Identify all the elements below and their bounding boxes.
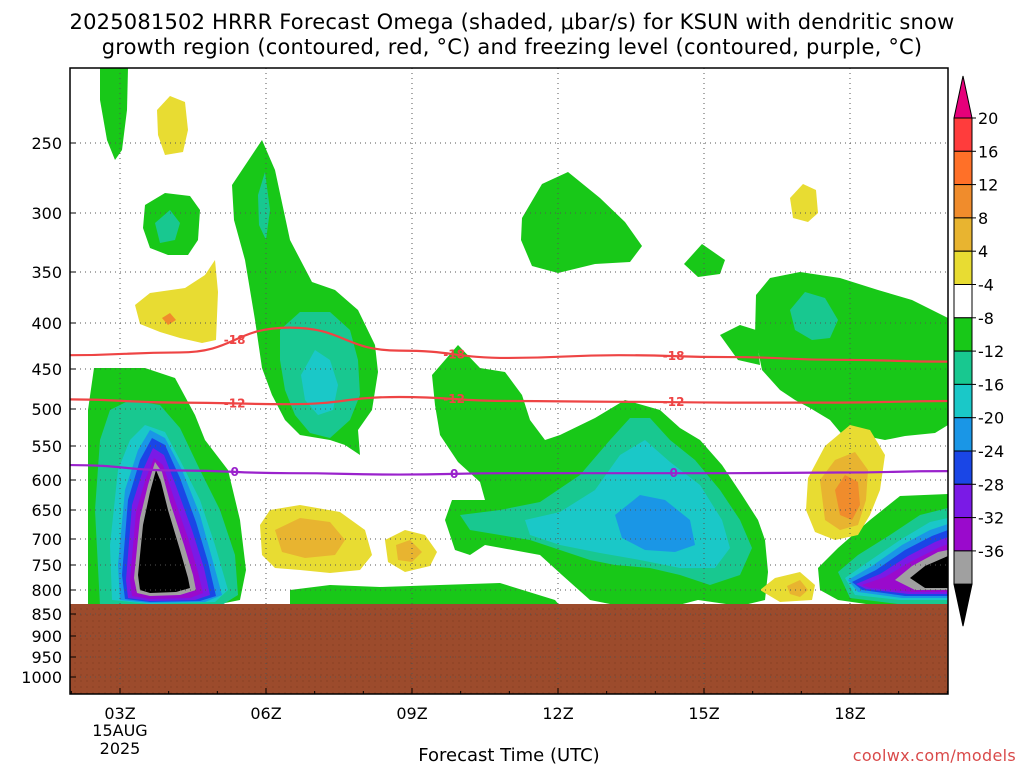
colorbar-label: -24 — [978, 442, 1004, 461]
chart-title-line2: growth region (contoured, red, °C) and f… — [101, 35, 923, 59]
colorbar-swatch — [953, 217, 973, 252]
black-a — [138, 470, 190, 593]
contour-label: -12 — [443, 392, 465, 406]
y-tick-label: 950 — [31, 648, 62, 667]
y-tick-label: 350 — [31, 263, 62, 282]
contour-lines: -18 -18 -18 -12 -12 -12 0 0 0 — [70, 326, 948, 481]
terrain-below-ground — [70, 604, 948, 694]
orange-e — [835, 475, 860, 520]
teal-b — [258, 172, 270, 240]
colorbar-swatch — [953, 483, 973, 519]
blue-a — [615, 495, 695, 552]
y-tick-label: 700 — [31, 530, 62, 549]
omega-black-regions — [138, 470, 948, 593]
yellow-b — [135, 260, 218, 343]
x-axis-label: Forecast Time (UTC) — [418, 745, 600, 766]
x-tick-label: 06Z — [250, 704, 281, 723]
colorbar-swatch — [953, 550, 973, 585]
y-tick-label: 250 — [31, 134, 62, 153]
blob-i — [755, 272, 948, 440]
x-tick-label: 03Z — [104, 704, 135, 723]
contour-label: -18 — [443, 347, 465, 361]
y-tick-label: 1000 — [21, 668, 62, 687]
colorbar-label: -8 — [978, 309, 994, 328]
colorbar-swatch — [953, 284, 973, 319]
yellow-c — [790, 184, 818, 222]
colorbar-swatch — [953, 350, 973, 385]
x-tick-label: 18Z — [834, 704, 865, 723]
teal-a — [155, 210, 180, 243]
y-tick-label: 750 — [31, 556, 62, 575]
colorbar-label: -32 — [978, 509, 1004, 528]
contour-label: 0 — [450, 467, 458, 481]
colorbar-label: -36 — [978, 542, 1004, 561]
colorbar: 20 16 12 8 4 -4 -8 -12 -16 -20 -24 -28 -32 -36 — [953, 75, 1004, 627]
cyan-a — [301, 350, 338, 415]
blob-f — [521, 172, 642, 273]
site-credit: coolwx.com/models — [852, 746, 1016, 765]
x-tick-date: 15AUG — [92, 721, 147, 740]
colorbar-label: 8 — [978, 209, 988, 228]
colorbar-label: 4 — [978, 242, 988, 261]
contour-label: -12 — [224, 396, 246, 410]
contour-label: -12 — [663, 395, 685, 409]
colorbar-label: -12 — [978, 342, 1004, 361]
y-tick-label: 550 — [31, 437, 62, 456]
colorbar-swatch — [953, 250, 973, 285]
colorbar-label: 20 — [978, 109, 998, 128]
x-tick-year: 2025 — [100, 739, 141, 758]
orange-b — [396, 540, 422, 562]
contour-label: -18 — [663, 349, 685, 363]
orange-f — [162, 313, 176, 325]
blob-j — [290, 583, 560, 606]
colorbar-label: 16 — [978, 142, 998, 161]
x-tick-label: 12Z — [542, 704, 573, 723]
colorbar-label: -28 — [978, 475, 1004, 494]
orange-a — [275, 518, 345, 558]
contour-label: 0 — [669, 466, 677, 480]
colorbar-bottom-arrow — [953, 583, 973, 627]
colorbar-swatch — [953, 150, 973, 186]
colorbar-swatch — [953, 383, 973, 419]
colorbar-swatch — [953, 450, 973, 485]
chart-title-line1: 2025081502 HRRR Forecast Omega (shaded, … — [69, 10, 955, 34]
contour-line — [70, 326, 948, 363]
colorbar-label: 12 — [978, 176, 998, 195]
colorbar-swatch — [953, 417, 973, 452]
blob-a — [100, 68, 128, 160]
y-tick-label: 800 — [31, 581, 62, 600]
contour-label: 0 — [230, 465, 238, 479]
colorbar-label: -20 — [978, 409, 1004, 428]
y-tick-label: 400 — [31, 314, 62, 333]
colorbar-top-arrow — [953, 75, 973, 119]
y-tick-label: 300 — [31, 204, 62, 223]
blob-g — [684, 244, 725, 277]
y-tick-label: 500 — [31, 400, 62, 419]
y-tick-label: 450 — [31, 360, 62, 379]
y-tick-label: 900 — [31, 627, 62, 646]
yellow-a — [157, 96, 188, 155]
x-tick-label: 15Z — [688, 704, 719, 723]
y-axis: 250 300 350 400 450 500 550 600 650 700 750 800 850 9… — [21, 134, 76, 687]
colorbar-swatch — [953, 317, 973, 352]
blob-h — [720, 325, 760, 365]
colorbar-label: -16 — [978, 375, 1004, 394]
black-b — [910, 556, 948, 588]
x-tick-label: 09Z — [396, 704, 427, 723]
colorbar-label: -4 — [978, 276, 994, 295]
omega-shading: -18 -18 -18 -12 -12 -12 0 0 0 — [70, 68, 948, 694]
contour-label: -18 — [224, 333, 246, 347]
orange-d — [787, 580, 808, 597]
y-tick-label: 650 — [31, 501, 62, 520]
colorbar-swatch — [953, 117, 973, 152]
teal-d — [790, 292, 838, 340]
colorbar-swatch — [953, 517, 973, 552]
y-tick-label: 850 — [31, 605, 62, 624]
colorbar-swatch — [953, 184, 973, 219]
contour-line — [70, 463, 948, 476]
y-tick-label: 600 — [31, 471, 62, 490]
contour-line — [70, 395, 948, 406]
